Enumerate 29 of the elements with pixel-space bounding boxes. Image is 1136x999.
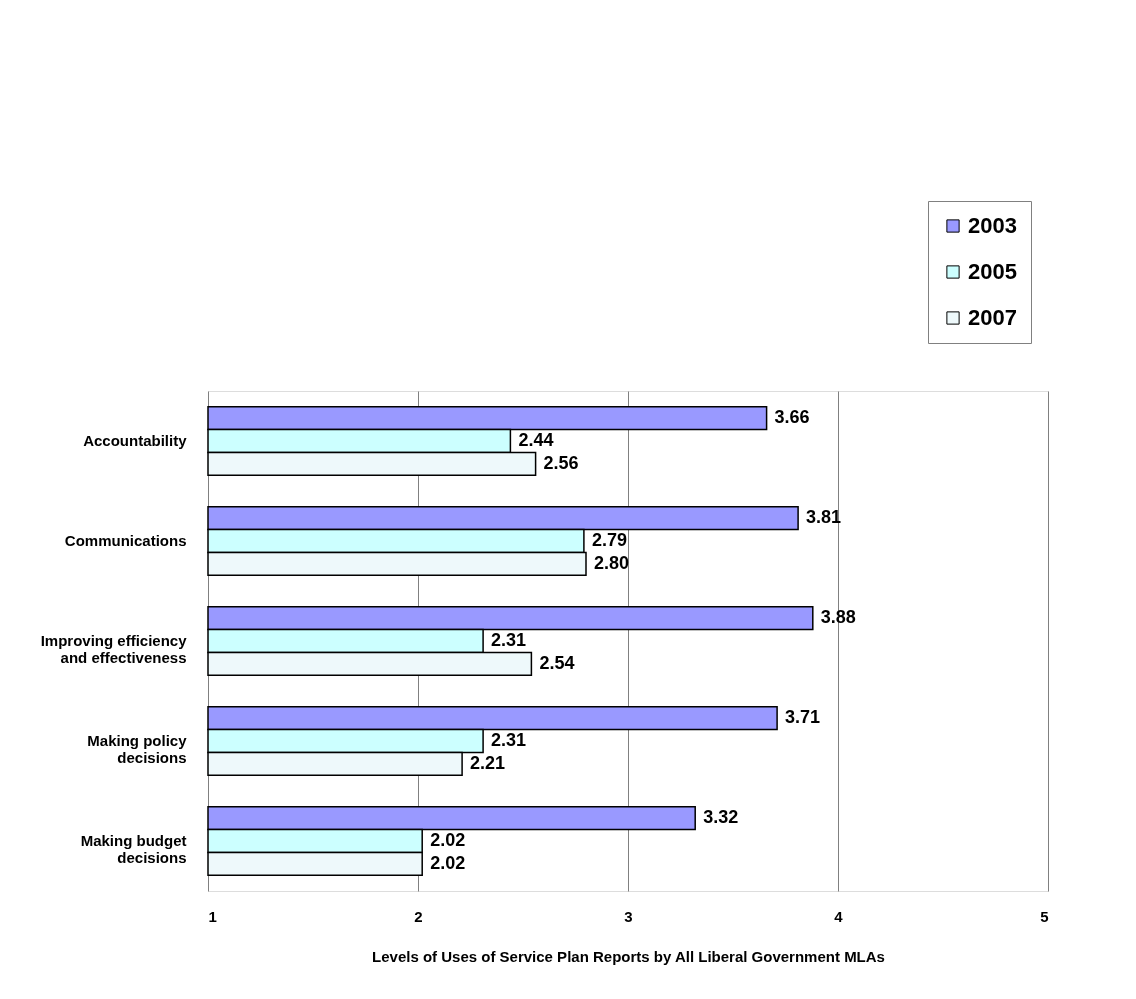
data-label: 2.31: [491, 630, 527, 650]
data-label: 2.21: [470, 752, 506, 773]
y-tick-label: Making budget decisions: [80, 832, 187, 866]
y-tick-label: Communications: [64, 532, 187, 549]
y-tick-label: Making policy decisions: [87, 732, 188, 766]
x-tick-label: 3: [624, 907, 633, 925]
y-tick-label: Improving efficiency and effectiveness: [40, 632, 188, 666]
data-label: 2.54: [539, 652, 575, 673]
legend-label: 2005: [968, 259, 1017, 284]
x-axis-title: Levels of Uses of Service Plan Reports by All Liberal Government MLAs: [372, 947, 885, 965]
x-tick-label: 4: [834, 907, 844, 925]
x-tick-label: 1: [208, 907, 217, 925]
legend-label: 2007: [968, 305, 1017, 330]
data-label: 3.32: [703, 807, 739, 828]
data-label: 3.81: [806, 507, 842, 528]
data-label: 3.66: [774, 407, 810, 428]
data-label: 2.02: [430, 852, 466, 873]
data-label: 3.88: [820, 607, 856, 628]
data-label: 2.56: [543, 452, 579, 473]
data-label: 2.02: [430, 830, 466, 850]
data-label: 2.79: [591, 530, 627, 550]
data-label: 2.31: [491, 730, 527, 750]
data-label: 2.44: [518, 430, 554, 450]
x-tick-label: 2: [414, 907, 423, 925]
y-tick-label: Accountability: [83, 432, 188, 449]
data-label: 3.71: [785, 707, 821, 728]
data-label: 2.80: [594, 552, 630, 573]
legend-label: 2003: [968, 213, 1017, 238]
x-tick-label: 5: [1040, 907, 1049, 925]
